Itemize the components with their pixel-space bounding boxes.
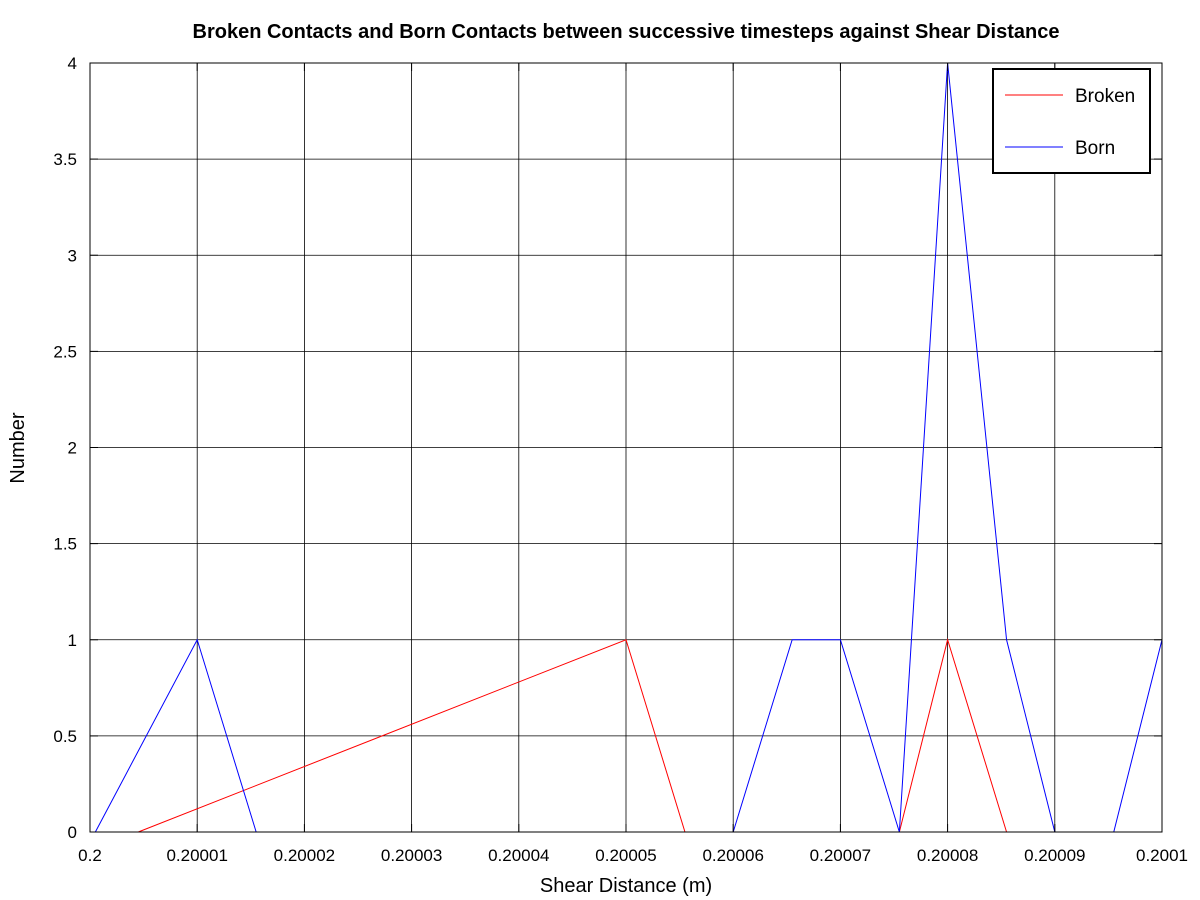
x-tick-label: 0.20004: [488, 846, 549, 865]
y-tick-label: 3.5: [53, 150, 77, 169]
y-tick-label: 1.5: [53, 535, 77, 554]
legend: Broken Born: [992, 68, 1151, 174]
legend-label-broken: Broken: [1075, 86, 1135, 107]
y-tick-label: 1: [68, 631, 77, 650]
y-tick-label: 2.5: [53, 342, 77, 361]
y-axis-label: Number: [7, 412, 29, 483]
y-tick-label: 3: [68, 246, 77, 265]
y-tick-label: 0.5: [53, 727, 77, 746]
x-tick-label: 0.20003: [381, 846, 442, 865]
x-tick-label: 0.2: [78, 846, 102, 865]
axis-ticks: 0.2 0.20001 0.20002 0.20003 0.20004 0.20005 0.…: [53, 54, 1188, 865]
x-axis-label: Shear Distance (m): [540, 875, 712, 897]
legend-items: Broken Born: [1005, 86, 1135, 159]
chart-title: Broken Contacts and Born Contacts betwee…: [193, 21, 1060, 43]
x-tick-label: 0.20002: [274, 846, 335, 865]
y-tick-label: 2: [68, 439, 77, 458]
x-tick-label: 0.20001: [166, 846, 227, 865]
x-tick-label: 0.20006: [702, 846, 763, 865]
x-tick-label: 0.20009: [1024, 846, 1085, 865]
x-tick-label: 0.20005: [595, 846, 656, 865]
y-tick-label: 4: [68, 54, 77, 73]
x-tick-label: 0.20008: [917, 846, 978, 865]
x-tick-label: 0.20007: [810, 846, 871, 865]
legend-box: [992, 68, 1151, 174]
y-tick-label: 0: [68, 823, 77, 842]
x-tick-label: 0.2001: [1136, 846, 1188, 865]
legend-label-born: Born: [1075, 138, 1115, 159]
